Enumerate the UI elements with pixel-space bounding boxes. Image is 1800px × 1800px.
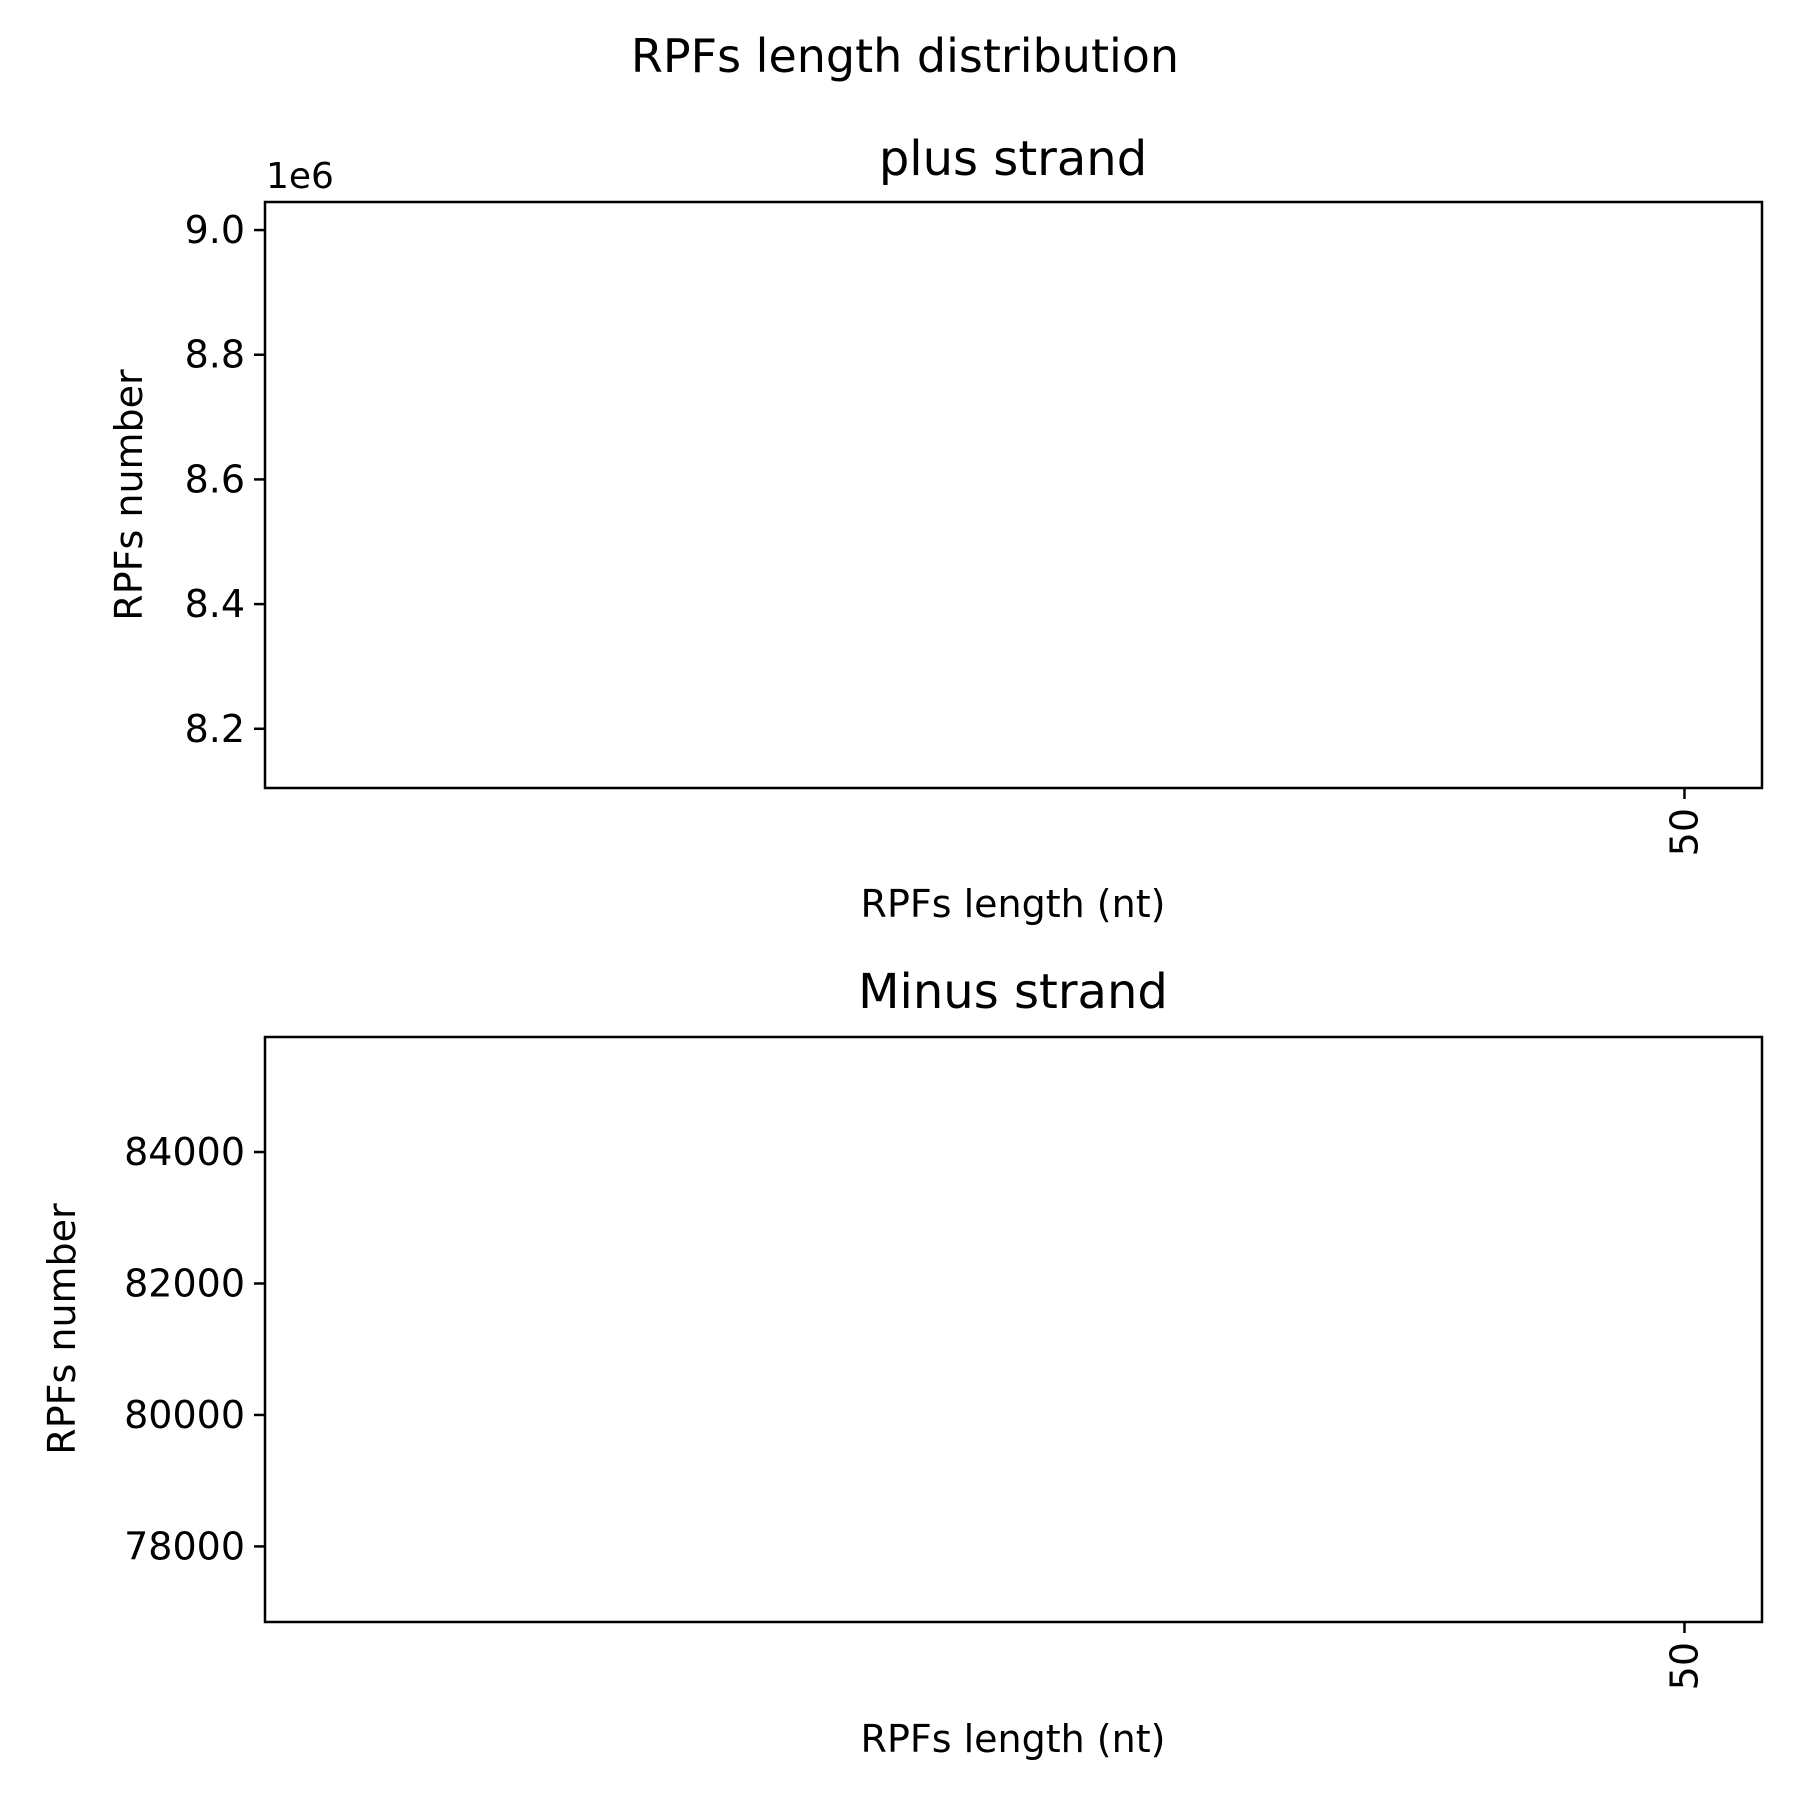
plus-strand-y-offset-text: 1e6 [266, 156, 334, 197]
minus-strand-y-tick-label: 84000 [124, 1130, 245, 1174]
plus-strand-y-axis-label: RPFs number [107, 369, 151, 621]
minus-strand-y-axis-label: RPFs number [40, 1203, 84, 1455]
minus-strand-y-tick-label: 82000 [124, 1261, 245, 1305]
minus-strand-y-tick-label: 80000 [124, 1393, 245, 1437]
plus-strand-x-axis: 50 [1662, 788, 1706, 856]
plus-strand-y-axis: 8.2 8.4 8.6 8.8 9.0 [185, 208, 265, 751]
minus-strand-x-tick-label: 50 [1662, 1642, 1706, 1690]
minus-strand-y-axis: 78000 80000 82000 84000 [124, 1130, 265, 1568]
minus-strand-panel: Minus strand 78000 80000 82000 84000 50 RPF… [40, 964, 1764, 1761]
plus-strand-x-tick-label: 50 [1662, 808, 1706, 856]
plus-strand-title: plus strand [879, 131, 1147, 187]
plus-strand-panel: plus strand 1e6 8.2 8.4 8.6 8.8 9.0 50 RPFs … [107, 131, 1764, 926]
minus-strand-x-axis-label: RPFs length (nt) [861, 1717, 1166, 1761]
minus-strand-plot-area [263, 1035, 1764, 1624]
minus-strand-y-tick-label: 78000 [124, 1524, 245, 1568]
minus-strand-x-axis: 50 [1662, 1622, 1706, 1690]
plus-strand-y-tick-label: 8.4 [185, 582, 245, 626]
plus-strand-x-axis-label: RPFs length (nt) [861, 882, 1166, 926]
plus-strand-y-tick-label: 8.8 [185, 333, 245, 377]
plus-strand-plot-area [263, 200, 1764, 790]
plus-strand-y-tick-label: 8.2 [185, 707, 245, 751]
figure-suptitle: RPFs length distribution [631, 29, 1179, 83]
plus-strand-y-tick-label: 9.0 [185, 208, 245, 252]
minus-strand-title: Minus strand [858, 964, 1168, 1020]
plus-strand-y-tick-label: 8.6 [185, 457, 245, 501]
